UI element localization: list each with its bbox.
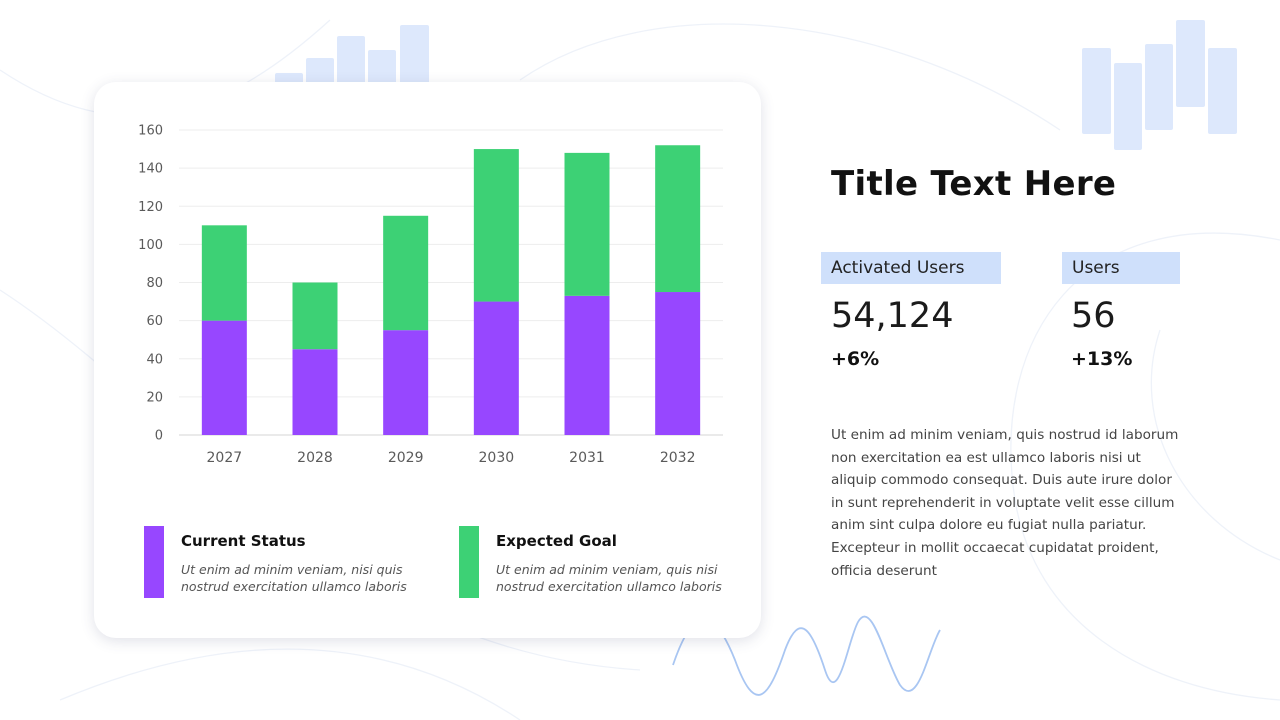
bar-current-2030 bbox=[473, 301, 519, 435]
stacked-bar-chart: 0 20 40 60 80 100 120 140 160 2027 2028 2029 2030 203… bbox=[138, 124, 723, 466]
y-tick-label: 160 bbox=[138, 124, 163, 139]
x-tick-label: 2029 bbox=[388, 450, 424, 466]
page-title: Title Text Here bbox=[831, 164, 1117, 204]
bar-expected-2029 bbox=[383, 215, 429, 331]
stat-change-users: +13% bbox=[1071, 348, 1133, 370]
bar-current-2032 bbox=[655, 292, 701, 435]
y-tick-label: 80 bbox=[146, 276, 163, 291]
x-tick-label: 2031 bbox=[569, 450, 605, 466]
bar-current-2027 bbox=[201, 320, 247, 435]
bar-deco-top-right bbox=[1082, 20, 1237, 150]
y-tick-label: 100 bbox=[138, 238, 163, 253]
x-tick-label: 2027 bbox=[207, 450, 243, 466]
bar-expected-2027 bbox=[201, 225, 247, 321]
legend-description: Ut enim ad minim veniam, quis nisi nostr… bbox=[496, 562, 722, 594]
y-tick-label: 20 bbox=[146, 390, 163, 405]
legend-title: Expected Goal bbox=[496, 532, 617, 550]
bar-expected-2032 bbox=[655, 145, 701, 293]
y-tick-label: 40 bbox=[146, 352, 163, 367]
legend-swatch-current bbox=[144, 526, 164, 598]
x-tick-label: 2030 bbox=[479, 450, 515, 466]
stat-value-users: 56 bbox=[1071, 296, 1116, 336]
stat-value-activated-users: 54,124 bbox=[831, 296, 954, 336]
y-tick-label: 60 bbox=[146, 314, 163, 329]
wave-decoration bbox=[672, 615, 941, 696]
y-tick-label: 120 bbox=[138, 200, 163, 215]
legend-title: Current Status bbox=[181, 532, 306, 550]
x-tick-label: 2028 bbox=[297, 450, 333, 466]
y-tick-label: 0 bbox=[155, 429, 163, 444]
legend-description: Ut enim ad minim veniam, nisi quis nostr… bbox=[181, 562, 407, 594]
bar-expected-2030 bbox=[473, 149, 519, 302]
stat-change-activated-users: +6% bbox=[831, 348, 880, 370]
body-paragraph: Ut enim ad minim veniam, quis nostrud id… bbox=[831, 427, 1179, 579]
stat-label-users: Users bbox=[1062, 252, 1180, 284]
legend-swatch-expected bbox=[459, 526, 479, 598]
bar-expected-2031 bbox=[564, 152, 610, 296]
stat-label-activated-users: Activated Users bbox=[821, 252, 1001, 284]
bar-expected-2028 bbox=[292, 282, 338, 350]
bar-current-2028 bbox=[292, 349, 338, 435]
bar-current-2031 bbox=[564, 295, 610, 435]
bar-current-2029 bbox=[383, 330, 429, 435]
y-tick-label: 140 bbox=[138, 162, 163, 177]
x-tick-label: 2032 bbox=[660, 450, 696, 466]
chart-card: 0 20 40 60 80 100 120 140 160 2027 2028 2029 2030 203… bbox=[94, 82, 761, 638]
